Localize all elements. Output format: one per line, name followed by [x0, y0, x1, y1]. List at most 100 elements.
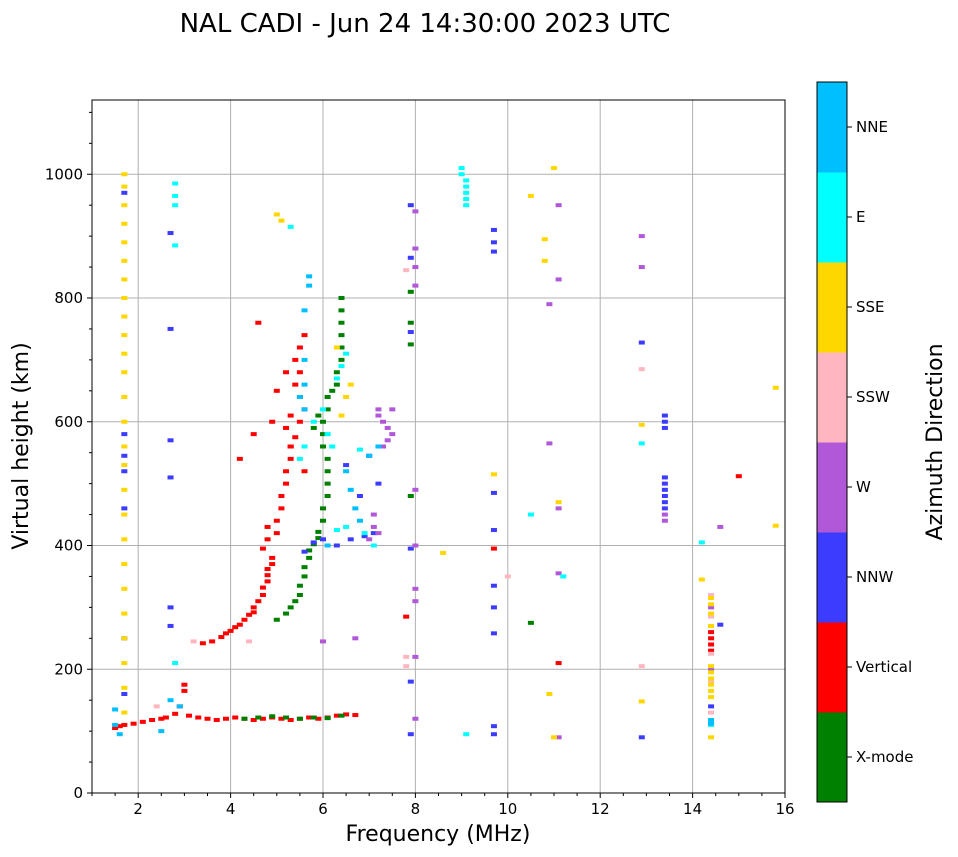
data-point: [708, 670, 715, 675]
data-point: [490, 732, 497, 737]
data-point: [375, 407, 382, 412]
data-point: [149, 717, 156, 722]
data-point: [222, 631, 229, 636]
data-point: [370, 543, 377, 548]
data-point: [287, 413, 294, 418]
colorbar-segment: [817, 352, 847, 443]
data-point: [412, 487, 419, 492]
data-point: [389, 432, 396, 437]
data-point: [121, 240, 128, 245]
data-point: [375, 413, 382, 418]
data-point: [407, 679, 414, 684]
data-point: [287, 717, 294, 722]
data-point: [255, 320, 262, 325]
data-point: [278, 494, 285, 498]
data-point: [246, 612, 253, 617]
data-point: [440, 550, 447, 555]
data-point: [661, 487, 668, 492]
data-point: [412, 246, 419, 251]
y-tick-label: 200: [54, 660, 83, 678]
data-point: [527, 620, 534, 625]
data-point: [273, 531, 280, 536]
data-point: [158, 729, 165, 734]
data-point: [121, 172, 128, 177]
data-point: [246, 639, 253, 644]
data-point: [301, 565, 308, 570]
data-point: [661, 500, 668, 505]
data-point: [708, 648, 715, 653]
data-point: [333, 370, 340, 375]
data-point: [407, 255, 414, 260]
data-point: [273, 518, 280, 523]
data-point: [343, 395, 350, 399]
data-point: [167, 698, 174, 703]
data-point: [121, 444, 128, 449]
data-point: [551, 735, 557, 740]
data-points: [112, 166, 779, 740]
data-point: [708, 611, 715, 616]
y-axis-title: Virtual height (km): [9, 342, 34, 549]
azimuth-colorbar: X-mode Vertical NNW W SSW SSE E NNE: [816, 81, 913, 803]
data-point: [661, 419, 668, 424]
data-point: [301, 308, 308, 313]
data-point: [121, 432, 128, 437]
data-point: [772, 385, 779, 390]
data-point: [708, 664, 715, 669]
data-point: [250, 605, 257, 610]
data-point: [347, 487, 354, 492]
y-tick-label: 0: [73, 784, 83, 802]
data-point: [504, 574, 511, 579]
data-point: [162, 715, 169, 720]
x-tick-label: 4: [226, 800, 236, 818]
data-point: [324, 494, 331, 498]
data-point: [310, 540, 317, 545]
plot-background: [92, 100, 785, 793]
plot-area: 2 4 6 8 10 12 14 16 0 200 400 600 800 1000: [45, 99, 795, 818]
data-point: [333, 543, 340, 548]
data-point: [112, 722, 119, 727]
data-point: [320, 432, 326, 437]
data-point: [407, 342, 414, 347]
data-point: [296, 345, 303, 350]
data-point: [121, 258, 128, 263]
colorbar-segment: [817, 622, 847, 713]
colorbar-segment: [817, 442, 847, 533]
data-point: [255, 599, 262, 604]
data-point: [546, 692, 553, 696]
colorbar-segment: [817, 172, 847, 263]
data-point: [708, 593, 715, 597]
data-point: [708, 651, 715, 656]
data-point: [199, 641, 206, 646]
data-point: [264, 567, 271, 572]
data-point: [661, 506, 668, 511]
data-point: [324, 543, 331, 548]
data-point: [403, 654, 410, 659]
data-point: [463, 732, 470, 737]
data-point: [153, 704, 160, 709]
data-point: [269, 714, 276, 719]
y-tick-label: 400: [54, 537, 83, 555]
data-point: [181, 682, 188, 687]
data-point: [181, 688, 188, 693]
data-point: [343, 351, 350, 356]
data-point: [167, 438, 174, 443]
data-point: [412, 283, 419, 288]
data-point: [283, 481, 290, 486]
x-tick-label: 8: [411, 800, 421, 818]
data-point: [301, 444, 308, 449]
data-point: [407, 320, 414, 325]
data-point: [292, 435, 299, 440]
data-point: [218, 635, 225, 640]
data-point: [315, 413, 322, 418]
data-point: [384, 438, 391, 443]
data-point: [717, 622, 724, 627]
data-point: [708, 695, 715, 700]
data-point: [375, 481, 382, 486]
data-point: [338, 364, 345, 369]
data-point: [121, 611, 128, 616]
data-point: [412, 599, 419, 604]
data-point: [324, 469, 331, 474]
data-point: [661, 512, 668, 517]
data-point: [370, 524, 377, 529]
data-point: [287, 456, 294, 461]
